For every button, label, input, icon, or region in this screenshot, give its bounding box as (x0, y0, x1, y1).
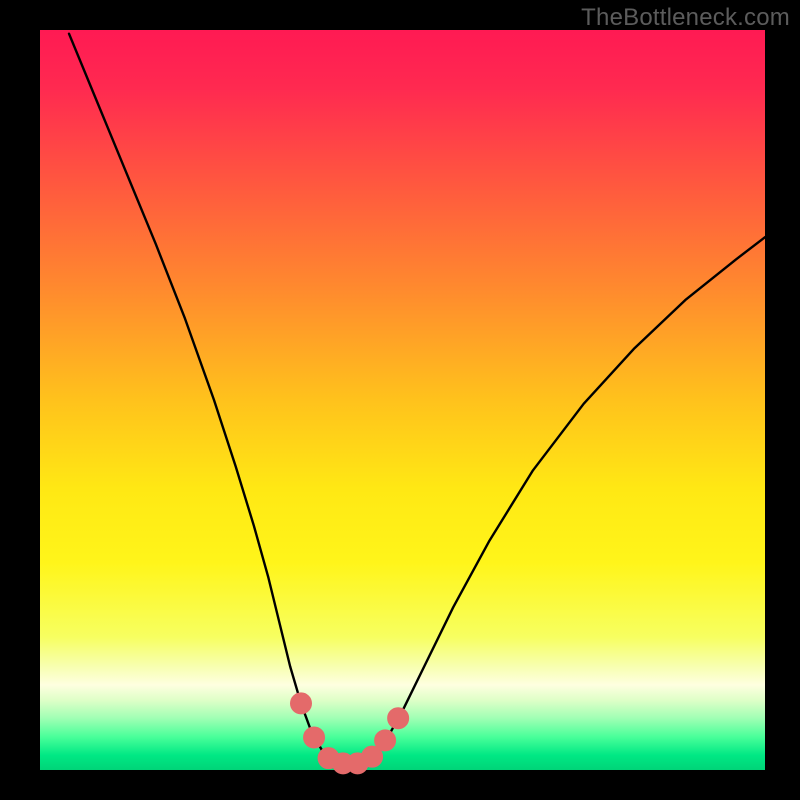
watermark-text: TheBottleneck.com (581, 4, 790, 32)
bottleneck-curve-chart (0, 0, 800, 800)
curve-marker (291, 693, 312, 714)
curve-marker (388, 708, 409, 729)
curve-marker (304, 727, 325, 748)
curve-marker (375, 730, 396, 751)
gradient-background (40, 30, 765, 770)
chart-canvas: TheBottleneck.com (0, 0, 800, 800)
